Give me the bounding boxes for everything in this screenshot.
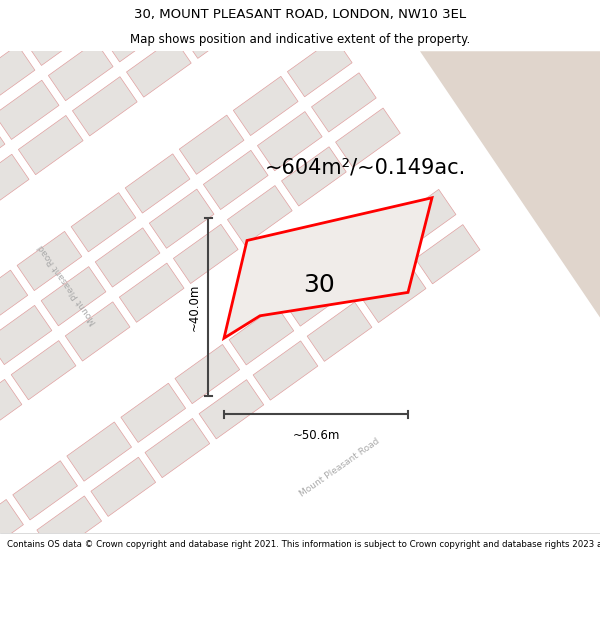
Polygon shape [0,154,29,214]
Polygon shape [17,231,82,291]
Polygon shape [125,154,190,213]
Polygon shape [361,263,426,322]
Polygon shape [199,379,264,439]
Polygon shape [179,115,244,174]
Polygon shape [257,111,322,171]
Polygon shape [13,461,77,520]
Polygon shape [24,6,89,66]
Polygon shape [0,0,65,30]
Text: Map shows position and indicative extent of the property.: Map shows position and indicative extent… [130,34,470,46]
Polygon shape [11,341,76,400]
Polygon shape [49,41,113,101]
Polygon shape [233,76,298,136]
Polygon shape [103,2,167,62]
Polygon shape [95,228,160,287]
Text: ~604m²/~0.149ac.: ~604m²/~0.149ac. [265,158,466,177]
Polygon shape [121,383,185,442]
Polygon shape [203,151,268,209]
Text: Mount Pleasant Road: Mount Pleasant Road [298,436,382,498]
Polygon shape [71,192,136,252]
Polygon shape [0,80,59,139]
Polygon shape [281,147,346,206]
Polygon shape [287,38,352,97]
Polygon shape [181,0,245,58]
Polygon shape [227,186,292,245]
Text: Contains OS data © Crown copyright and database right 2021. This information is : Contains OS data © Crown copyright and d… [7,540,600,549]
Text: ~40.0m: ~40.0m [187,284,200,331]
Text: ~50.6m: ~50.6m [292,429,340,442]
Polygon shape [0,306,52,364]
Polygon shape [173,224,238,284]
Polygon shape [79,0,143,27]
Polygon shape [175,344,239,404]
Polygon shape [0,45,35,104]
Polygon shape [41,267,106,326]
Polygon shape [91,457,155,516]
Text: 30: 30 [304,273,335,297]
Polygon shape [224,198,432,338]
Polygon shape [0,379,22,439]
Polygon shape [340,51,600,318]
Polygon shape [229,306,294,365]
Polygon shape [67,422,131,481]
Polygon shape [283,267,348,326]
Polygon shape [149,189,214,248]
Polygon shape [337,228,402,288]
Polygon shape [19,116,83,174]
Polygon shape [415,224,480,284]
Polygon shape [127,38,191,97]
Polygon shape [157,0,221,23]
Polygon shape [0,270,28,329]
Polygon shape [235,0,299,19]
Polygon shape [0,499,23,559]
Polygon shape [37,496,101,555]
Polygon shape [335,108,400,168]
Polygon shape [391,189,456,249]
Polygon shape [307,302,372,361]
Polygon shape [73,77,137,136]
Polygon shape [253,341,318,400]
Polygon shape [0,10,11,69]
Text: 30, MOUNT PLEASANT ROAD, LONDON, NW10 3EL: 30, MOUNT PLEASANT ROAD, LONDON, NW10 3E… [134,8,466,21]
Polygon shape [0,535,47,594]
Polygon shape [0,119,5,178]
Polygon shape [311,72,376,132]
Text: Mount Pleasant Road: Mount Pleasant Road [37,242,99,326]
Polygon shape [145,418,210,478]
Polygon shape [65,302,130,361]
Polygon shape [119,263,184,322]
